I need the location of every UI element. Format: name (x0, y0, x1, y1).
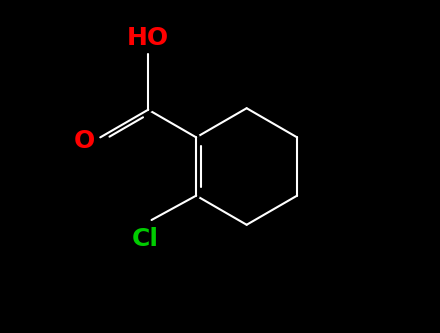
Text: Cl: Cl (132, 227, 158, 251)
Text: HO: HO (127, 26, 169, 50)
Text: O: O (74, 129, 95, 153)
